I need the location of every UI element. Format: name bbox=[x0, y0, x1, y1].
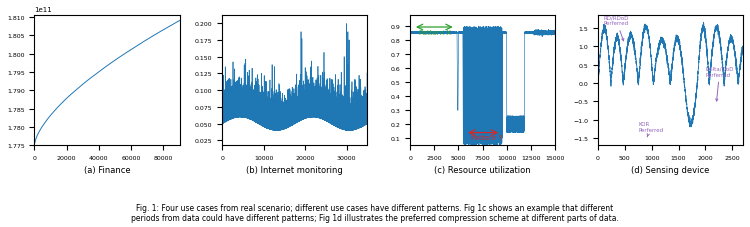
X-axis label: (a) Finance: (a) Finance bbox=[84, 166, 130, 175]
Text: RD/RDoD
Perferred: RD/RDoD Perferred bbox=[603, 15, 628, 42]
Text: Fig. 1: Four use cases from real scenario; different use cases have different pa: Fig. 1: Four use cases from real scenari… bbox=[131, 203, 619, 222]
Text: KOR
Perferred: KOR Perferred bbox=[638, 121, 664, 137]
Text: Delta/DoD
Perferred: Delta/DoD Perferred bbox=[706, 67, 734, 101]
X-axis label: (d) Sensing device: (d) Sensing device bbox=[632, 166, 710, 175]
X-axis label: (b) Internet monitoring: (b) Internet monitoring bbox=[247, 166, 344, 175]
Text: Pattern X: Pattern X bbox=[419, 30, 451, 36]
Text: Pattern Y: Pattern Y bbox=[471, 134, 502, 140]
X-axis label: (c) Resource utilization: (c) Resource utilization bbox=[434, 166, 531, 175]
